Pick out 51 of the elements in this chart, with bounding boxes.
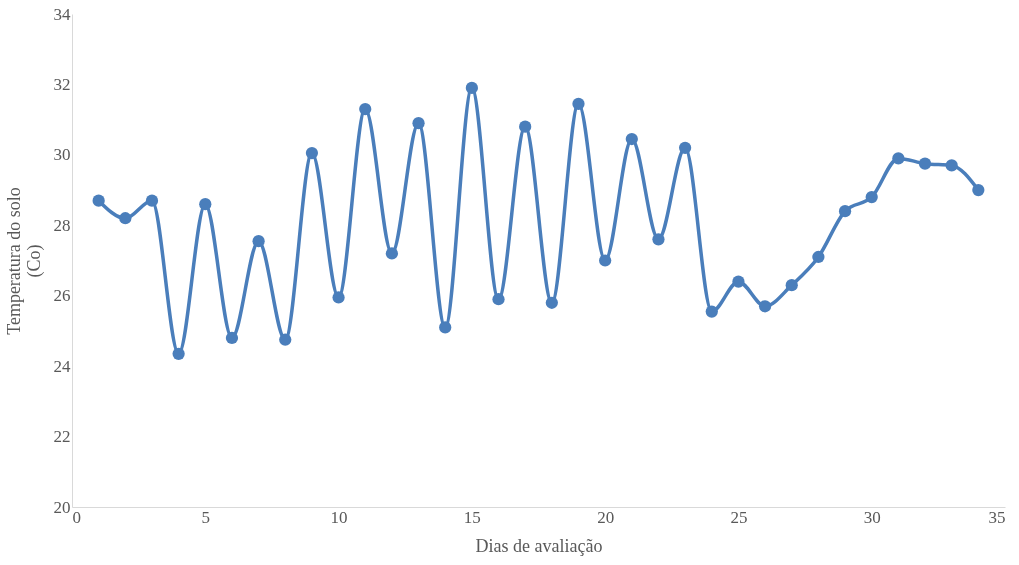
point [865, 191, 878, 204]
point [359, 102, 372, 116]
point [92, 194, 105, 207]
y-tick-label: 28 [53, 215, 71, 235]
x-tick-label: 10 [330, 507, 348, 527]
point [119, 212, 132, 225]
y-tick-label: 30 [53, 145, 71, 165]
x-tick-label: 30 [863, 507, 881, 527]
x-tick-label: 5 [201, 507, 211, 527]
x-tick-label: 0 [72, 507, 81, 527]
y-tick-label: 34 [53, 4, 71, 24]
point [812, 250, 825, 264]
x-tick-label: 15 [463, 507, 481, 527]
point [599, 254, 612, 267]
point [758, 300, 772, 313]
point [199, 198, 212, 211]
point [145, 194, 159, 207]
point [492, 293, 505, 306]
y-tick-label: 26 [53, 286, 71, 306]
point [785, 279, 798, 292]
point [305, 146, 319, 160]
x-tick-label: 35 [988, 507, 1006, 527]
point [439, 321, 452, 334]
point [892, 152, 905, 165]
point [972, 183, 985, 197]
point [519, 120, 532, 133]
point [172, 347, 185, 360]
y-axis-title: Temperatura do solo (Co) [3, 187, 45, 335]
y-tick-label: 24 [53, 356, 71, 376]
point [225, 331, 239, 345]
point [385, 247, 399, 260]
point [652, 233, 665, 246]
point [545, 296, 558, 309]
point [465, 81, 478, 95]
point [412, 117, 425, 130]
point [678, 141, 692, 154]
x-tick-label: 20 [597, 507, 615, 527]
point [279, 333, 292, 346]
point [625, 132, 638, 146]
y-tick-label: 32 [53, 74, 71, 94]
x-axis-title: Dias de avaliação [475, 535, 603, 556]
point [945, 159, 958, 172]
point [705, 305, 718, 318]
point [252, 235, 265, 248]
y-tick-label: 22 [53, 427, 71, 447]
point [918, 157, 932, 170]
x-tick-label: 25 [730, 507, 748, 527]
point [572, 97, 585, 110]
point [332, 291, 345, 304]
point [838, 205, 852, 218]
point [732, 275, 745, 288]
